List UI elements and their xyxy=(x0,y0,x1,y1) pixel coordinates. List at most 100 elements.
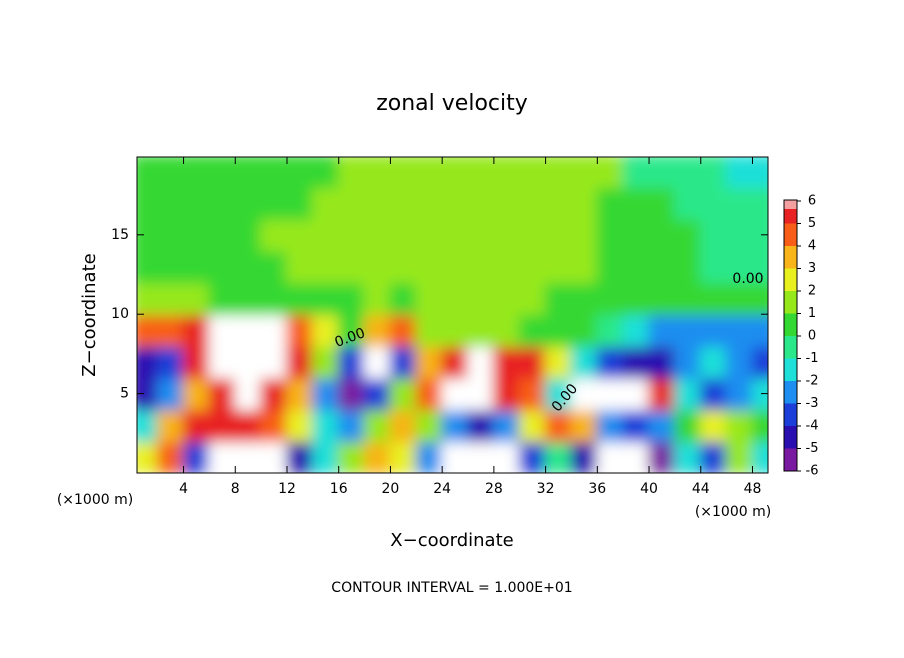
cell xyxy=(311,186,340,220)
x-tick-label: 44 xyxy=(692,481,710,497)
cell xyxy=(622,313,651,347)
cell xyxy=(234,249,263,284)
cell xyxy=(570,440,599,473)
cell xyxy=(622,344,651,379)
cell xyxy=(156,440,185,473)
colorbar-label: 6 xyxy=(808,194,816,209)
colorbar-band xyxy=(784,358,797,381)
cell xyxy=(518,408,547,443)
x-tick-label: 28 xyxy=(485,481,503,497)
cell xyxy=(751,157,768,189)
cell xyxy=(699,408,728,443)
cell xyxy=(518,344,547,379)
cell xyxy=(285,281,314,316)
cell xyxy=(673,281,702,316)
cell xyxy=(518,440,547,473)
cell xyxy=(208,408,237,443)
cell xyxy=(137,440,159,473)
cell xyxy=(285,249,314,284)
cell xyxy=(311,157,340,189)
cell xyxy=(441,344,470,379)
cell xyxy=(648,249,676,284)
cell xyxy=(544,313,573,347)
x-axis-label: X−coordinate xyxy=(390,530,513,551)
cell xyxy=(492,217,521,252)
cell xyxy=(441,376,470,411)
cell xyxy=(492,376,521,411)
cell xyxy=(570,217,599,252)
cell xyxy=(699,186,728,220)
cell xyxy=(596,281,625,316)
cell xyxy=(208,157,237,189)
cell xyxy=(596,217,625,252)
colorbar-top xyxy=(784,200,797,209)
cell xyxy=(234,376,263,411)
cells xyxy=(137,157,768,473)
contour-label: 0.00 xyxy=(732,271,763,287)
cell xyxy=(389,217,418,252)
cell xyxy=(389,186,418,220)
colorbar-label: 3 xyxy=(808,261,816,276)
cell xyxy=(648,440,676,473)
cell xyxy=(137,376,159,411)
colorbar-label: 0 xyxy=(808,329,816,344)
cell xyxy=(622,376,651,411)
colorbar-label: -3 xyxy=(806,396,819,411)
colorbar-label: -2 xyxy=(806,374,819,389)
cell xyxy=(260,249,288,284)
x-tick-label: 12 xyxy=(278,481,296,497)
cell xyxy=(467,249,495,284)
cell xyxy=(673,408,702,443)
cell xyxy=(570,344,599,379)
cell xyxy=(544,186,573,220)
cell xyxy=(182,408,211,443)
cell xyxy=(518,376,547,411)
cell xyxy=(673,376,702,411)
cell xyxy=(260,440,288,473)
cell xyxy=(596,344,625,379)
x-tick-label: 40 xyxy=(640,481,658,497)
x-tick-label: 36 xyxy=(588,481,606,497)
cell xyxy=(492,344,521,379)
cell xyxy=(725,440,754,473)
cell xyxy=(389,344,418,379)
cell xyxy=(182,249,211,284)
field xyxy=(137,157,768,473)
x-unit: (×1000 m) xyxy=(57,492,133,508)
colorbar-band xyxy=(784,268,797,291)
cell xyxy=(137,217,159,252)
cell xyxy=(156,313,185,347)
cell xyxy=(570,376,599,411)
cell xyxy=(260,376,288,411)
y-axis-label: Z−coordinate xyxy=(79,253,100,376)
cell xyxy=(544,249,573,284)
cell xyxy=(285,186,314,220)
cell xyxy=(596,249,625,284)
colorbar-band xyxy=(784,403,797,426)
cell xyxy=(622,440,651,473)
cell xyxy=(156,408,185,443)
cell xyxy=(518,157,547,189)
cell xyxy=(492,157,521,189)
cell xyxy=(544,281,573,316)
cell xyxy=(137,344,159,379)
cell xyxy=(673,186,702,220)
cell xyxy=(363,344,392,379)
cell xyxy=(467,217,495,252)
cell xyxy=(182,186,211,220)
cell xyxy=(725,313,754,347)
cell xyxy=(622,281,651,316)
cell xyxy=(182,281,211,316)
colorbar-band xyxy=(784,291,797,314)
cell xyxy=(415,344,444,379)
cell xyxy=(751,249,768,284)
cell xyxy=(415,376,444,411)
cell xyxy=(156,217,185,252)
cell xyxy=(415,408,444,443)
cell xyxy=(699,440,728,473)
cell xyxy=(337,157,366,189)
cell xyxy=(156,344,185,379)
cell xyxy=(260,281,288,316)
cell xyxy=(751,281,768,316)
cell xyxy=(137,281,159,316)
